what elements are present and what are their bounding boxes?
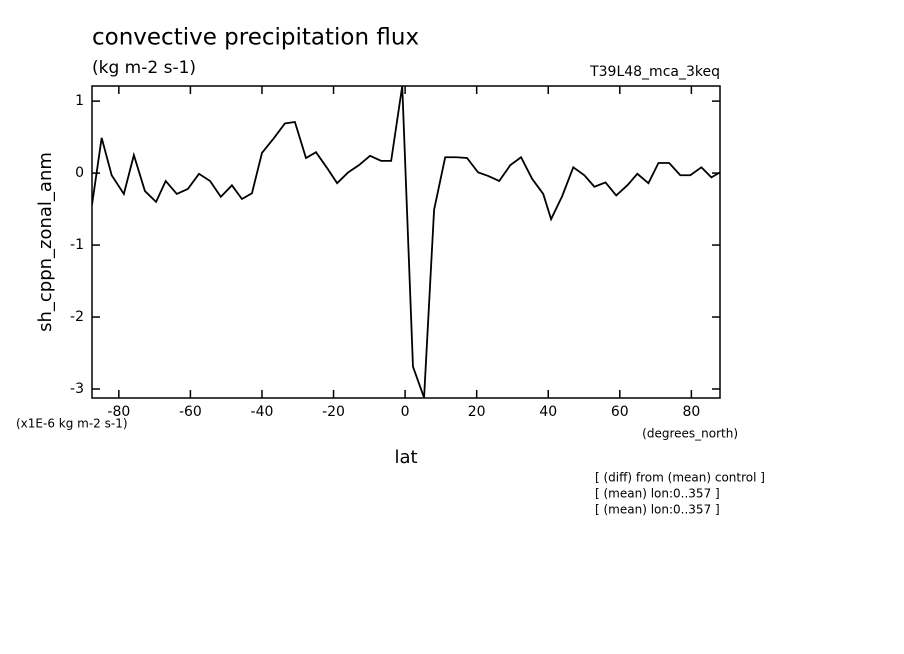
experiment: T39L48_mca_3keq bbox=[589, 64, 720, 80]
x-tick-label: -20 bbox=[322, 404, 345, 420]
x-tick-label: -60 bbox=[179, 404, 202, 420]
data-line bbox=[92, 86, 720, 398]
note: [ (mean) lon:0..357 ] bbox=[595, 503, 720, 517]
y-scale-note: (x1E-6 kg m-2 s-1) bbox=[16, 417, 128, 431]
y-tick-label: -2 bbox=[70, 309, 84, 325]
x-units: (degrees_north) bbox=[642, 427, 738, 441]
units: (kg m-2 s-1) bbox=[92, 58, 196, 78]
y-tick-label: -3 bbox=[70, 381, 84, 397]
y-tick-label: 0 bbox=[75, 165, 84, 181]
x-tick-label: 40 bbox=[539, 404, 557, 420]
y-tick-label: -1 bbox=[70, 237, 84, 253]
y-tick-label: 1 bbox=[75, 93, 84, 109]
x-tick-label: -80 bbox=[107, 404, 130, 420]
x-tick-label: 60 bbox=[611, 404, 629, 420]
x-tick-label: 0 bbox=[401, 404, 410, 420]
note: [ (diff) from (mean) control ] bbox=[595, 471, 765, 485]
chart-title: convective precipitation flux bbox=[92, 25, 419, 51]
plot-frame bbox=[91, 85, 721, 399]
note: [ (mean) lon:0..357 ] bbox=[595, 487, 720, 501]
y-axis-label: sh_cppn_zonal_anm bbox=[35, 152, 56, 332]
x-tick-label: -40 bbox=[251, 404, 274, 420]
x-tick-label: 80 bbox=[682, 404, 700, 420]
x-axis-label: lat bbox=[394, 447, 417, 468]
x-tick-label: 20 bbox=[468, 404, 486, 420]
